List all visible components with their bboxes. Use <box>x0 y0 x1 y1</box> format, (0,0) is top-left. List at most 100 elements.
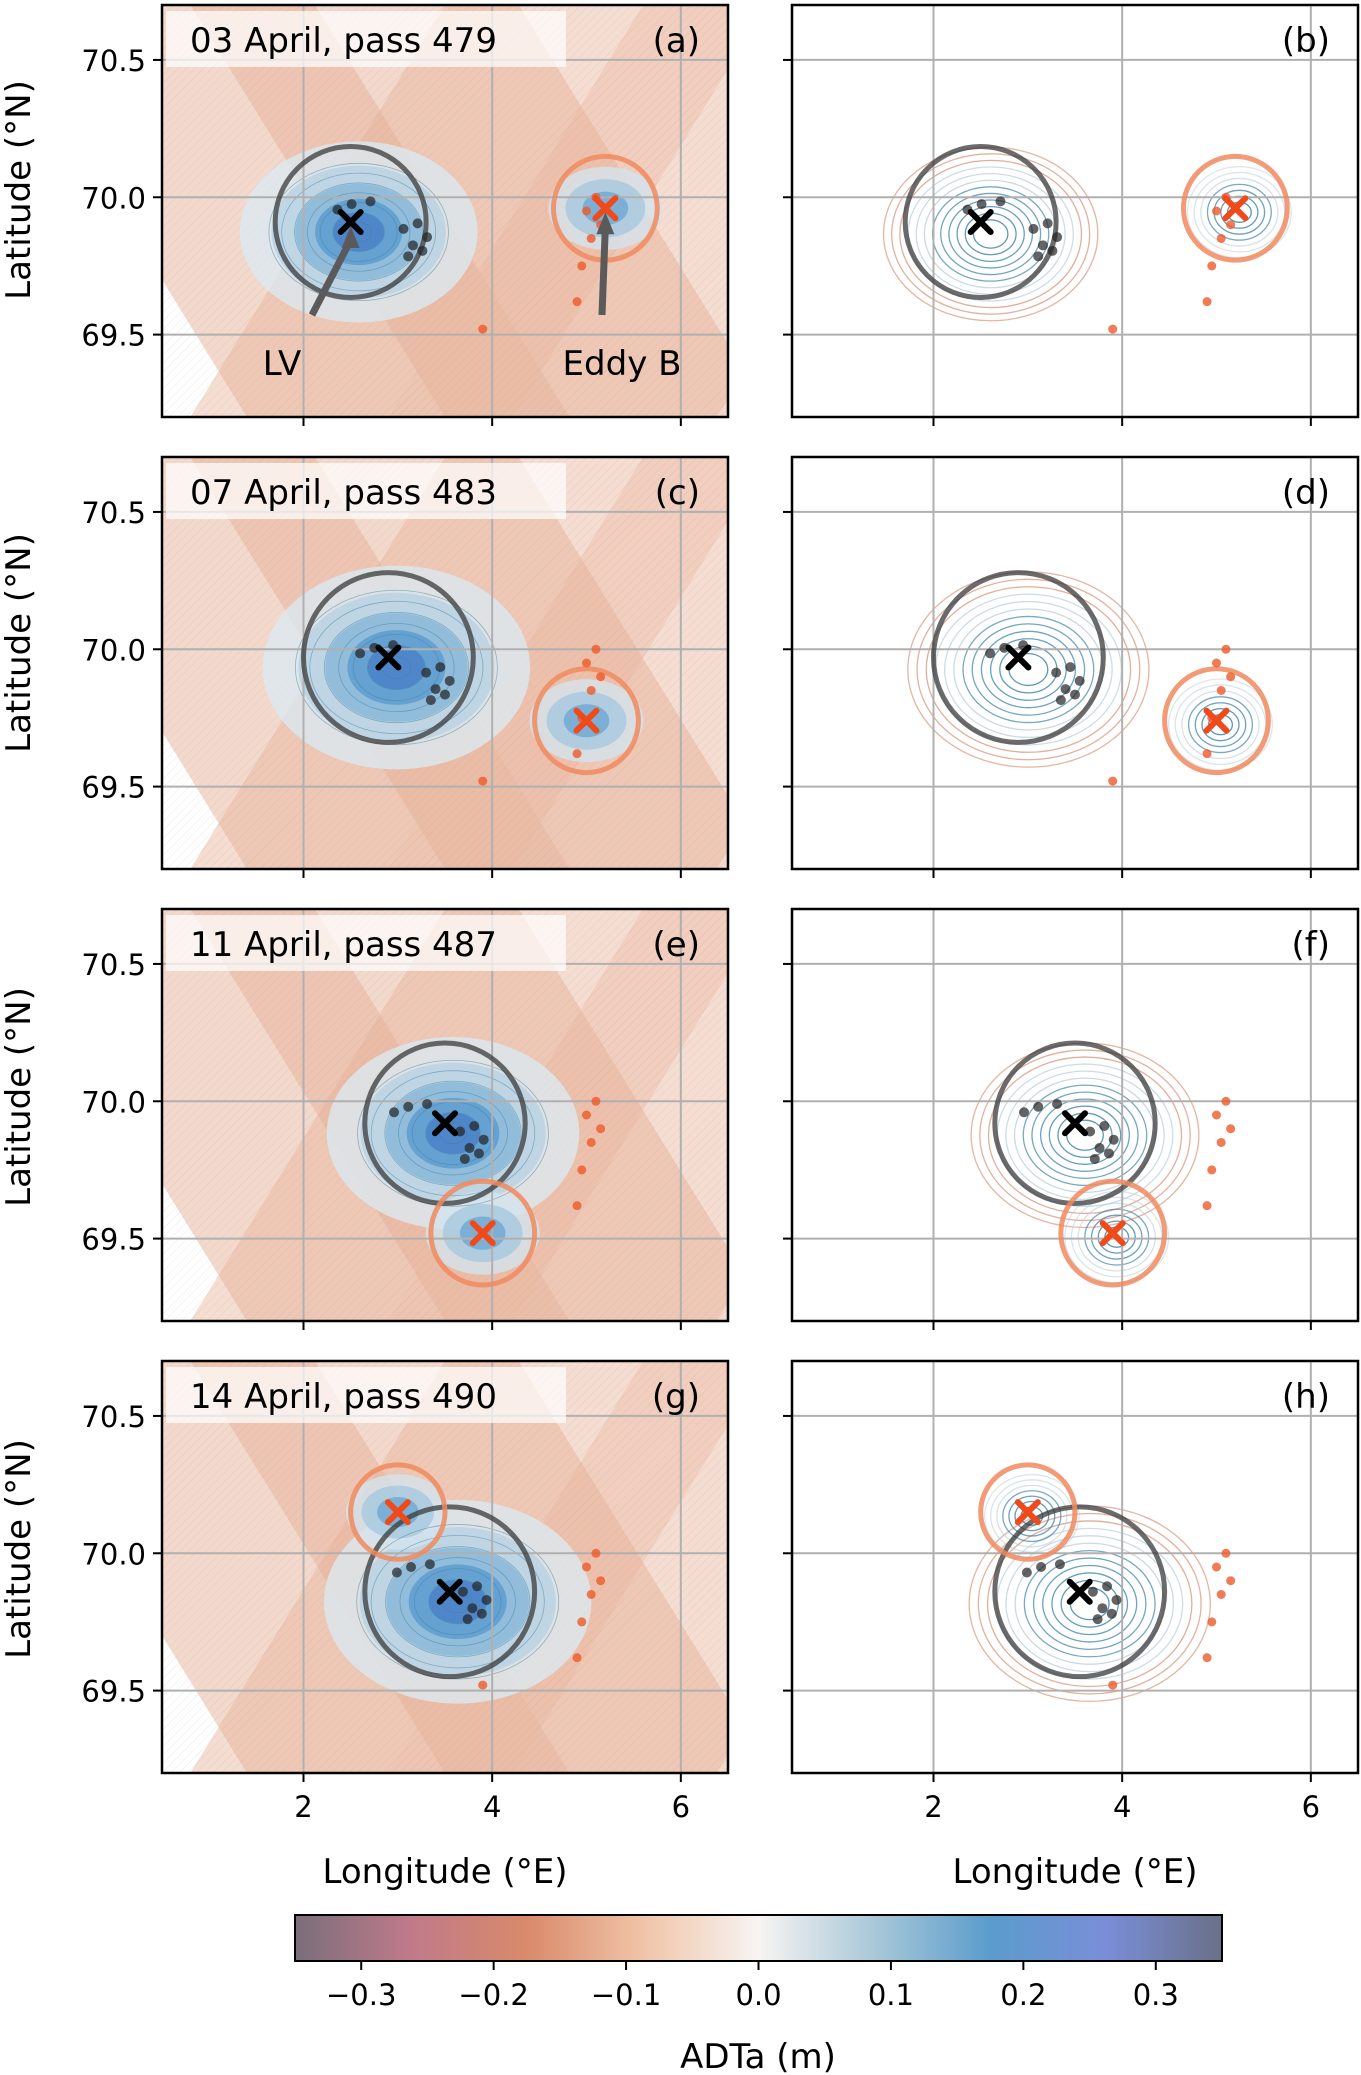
drifter-orange <box>1226 672 1236 682</box>
drifter-orange <box>586 1137 596 1147</box>
drifter-orange <box>591 644 601 654</box>
xlabel-right: Longitude (°E) <box>953 1852 1198 1892</box>
panel-title: 03 April, pass 479 <box>190 21 497 61</box>
eddy-b-contour <box>1194 702 1247 748</box>
drifter-orange <box>572 297 582 307</box>
panel-title: 07 April, pass 483 <box>190 473 497 513</box>
panels-layer: 03 April, pass 479 (a) LV Eddy B 69.5 70.0 70.… <box>81 3 1360 1824</box>
lv-circle <box>992 1504 1168 1680</box>
drifter-orange <box>1202 1653 1212 1663</box>
drifter-black <box>425 695 436 706</box>
eddy-b-circle <box>532 666 641 776</box>
panel-frame <box>160 1359 730 1775</box>
eddy-b-contour <box>1097 1220 1136 1254</box>
colorbar: −0.3 −0.2 −0.1 0.0 0.1 0.2 0.3 ADTa (m) <box>294 1914 1223 2075</box>
lv-contour <box>987 1056 1183 1215</box>
drifter-orange <box>478 324 488 334</box>
drifter-orange <box>586 233 596 243</box>
drifters <box>332 192 606 334</box>
drifter-black <box>976 199 987 210</box>
lv-circle <box>362 1504 538 1680</box>
eddy-b-contour <box>1070 1196 1163 1278</box>
lv-contour <box>986 1520 1193 1688</box>
drifter-orange <box>596 1576 606 1586</box>
drifter-black <box>1089 1153 1100 1164</box>
drifter-black <box>440 689 450 700</box>
lv-contour <box>940 192 1042 276</box>
panel-g: 14 April, pass 490 (g) 69.5 70.0 70.5 2 4 6 <box>81 1359 730 1824</box>
contour-line <box>345 221 372 243</box>
y-tick-label: 70.0 <box>81 1085 146 1119</box>
ticks: 69.5 70.0 70.5 <box>81 948 682 1330</box>
drifter-black <box>1065 662 1076 673</box>
eddy-b-center-marker <box>1203 707 1230 734</box>
drifter-black <box>1042 218 1053 229</box>
drifter-black <box>407 240 418 251</box>
x-tick-label: 4 <box>1113 1790 1131 1824</box>
panel-label: (f) <box>1292 925 1331 965</box>
annotation-label: LV <box>263 344 301 384</box>
contour-line <box>414 1568 502 1636</box>
panel-label: (b) <box>1282 21 1330 61</box>
ticks <box>783 58 1312 426</box>
eddy-b-contour <box>1174 684 1267 766</box>
drifter-black <box>462 1614 473 1625</box>
drifter-orange <box>1216 233 1226 243</box>
eddy-b-center-marker <box>1099 1220 1126 1247</box>
drifter-black <box>355 648 366 659</box>
lv-contour <box>1005 1070 1165 1201</box>
ticks: 69.5 70.0 70.5 <box>81 496 682 878</box>
drifter-orange <box>1202 749 1212 759</box>
drifter-black <box>1102 1581 1113 1592</box>
lv-circle <box>902 144 1059 300</box>
eddy-b-circle <box>1058 1178 1168 1288</box>
drifter-black <box>1074 675 1085 686</box>
x-tick-label: 2 <box>924 1790 942 1824</box>
lv-contour <box>956 205 1025 262</box>
panel-content: (d) <box>792 457 1358 869</box>
ylabel-row-3: Latitude (°N) <box>0 987 39 1207</box>
lv-center-marker <box>1005 644 1032 671</box>
drifter-black <box>417 245 428 256</box>
panel-title: 11 April, pass 487 <box>190 925 497 965</box>
panel-frame <box>790 907 1360 1323</box>
drifter-black <box>1103 1148 1114 1159</box>
x-tick-label: 6 <box>672 1790 690 1824</box>
contour-line <box>357 1059 549 1207</box>
title-background <box>166 1367 566 1423</box>
panel-content: (f) <box>792 909 1358 1321</box>
lv-contour <box>1032 1557 1147 1651</box>
eddy-b-center-marker <box>469 1220 496 1247</box>
panel-frame <box>790 3 1360 419</box>
drifter-black <box>478 1134 489 1145</box>
drifter-black <box>430 684 441 695</box>
lv-center-marker <box>1062 1110 1088 1137</box>
lv-circle <box>301 570 476 745</box>
contour-line <box>398 1091 508 1176</box>
x-tick-label: 6 <box>1302 1790 1320 1824</box>
lv-contour <box>980 630 1077 709</box>
eddy-b-contour <box>1014 1500 1050 1532</box>
ylabel-row-1: Latitude (°N) <box>0 80 39 300</box>
drifter-black <box>365 196 376 207</box>
lv-center-marker <box>432 1110 458 1137</box>
colorbar-label: ADTa (m) <box>680 2037 836 2075</box>
panel-content: 03 April, pass 479 (a) LV Eddy B <box>162 5 728 417</box>
panel-frame <box>790 455 1360 871</box>
annotation-label: Eddy B <box>563 344 682 384</box>
lv-center-marker <box>337 208 364 235</box>
drifter-orange <box>1108 324 1118 334</box>
drifter-black <box>464 1142 475 1153</box>
drifter-black <box>1108 1134 1119 1145</box>
colorbar-ticks: −0.3 −0.2 −0.1 0.0 0.1 0.2 0.3 <box>326 1961 1179 2012</box>
drifter-black <box>1037 240 1048 251</box>
drifter-black <box>1028 223 1039 234</box>
annotation-arrowhead <box>341 225 360 248</box>
panel-label: (a) <box>653 21 700 61</box>
annotation-arrow <box>598 226 609 316</box>
ticks: 2 4 6 <box>783 1414 1320 1824</box>
panel-frame <box>790 1359 1360 1775</box>
drifter-black <box>473 1148 484 1159</box>
drifter-orange <box>1221 644 1231 654</box>
